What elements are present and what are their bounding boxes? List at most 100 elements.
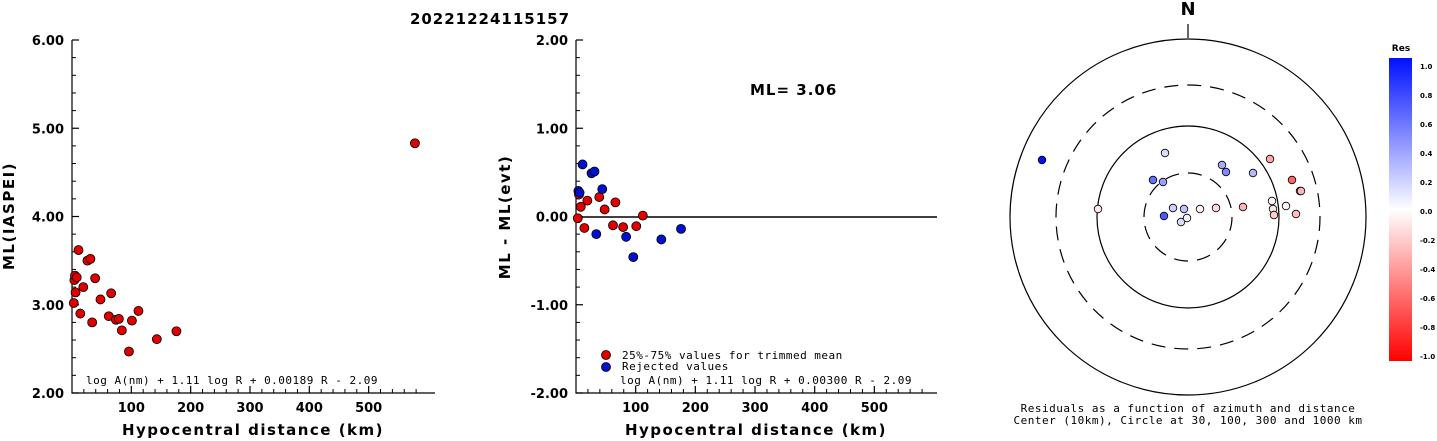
data-point [628, 252, 639, 262]
data-point [95, 294, 106, 305]
data-point [575, 201, 586, 212]
colorbar-tick-label: 0.4 [1420, 150, 1433, 158]
x-tick-label: 200 [682, 401, 709, 416]
data-point [621, 231, 632, 242]
colorbar-ticks: 1.0 0.8 0.6 0.4 0.2 0.0 -0.2 -0.4 -0.6 -0.8 -1.0 [1420, 63, 1435, 361]
axis-lines [71, 40, 435, 394]
data-point [73, 245, 84, 255]
y-tick-label: 5.00 [32, 122, 64, 137]
y-tick-label: 0.00 [536, 211, 568, 226]
caption-line-1: Residuals as a function of azimuth and d… [1021, 402, 1356, 415]
y-tick-label: -1.00 [531, 299, 568, 314]
y-tick-label: -2.00 [531, 387, 568, 402]
station-residual-point [1238, 202, 1248, 212]
data-point [579, 223, 590, 233]
data-point [577, 159, 588, 170]
x-tick-label: 500 [355, 401, 382, 416]
station-residual-point [1248, 168, 1258, 178]
station-residual-point [1269, 210, 1279, 220]
station-residual-point [1037, 155, 1047, 165]
x-tick-label: 400 [801, 401, 828, 416]
station-residual-point [1182, 213, 1192, 223]
station-residual-points [1037, 148, 1306, 227]
data-point [87, 317, 98, 328]
data-point [574, 187, 585, 198]
data-point [610, 197, 621, 208]
x-tick-label: 200 [177, 401, 204, 416]
data-point [85, 253, 96, 264]
data-point [106, 288, 117, 299]
data-point [171, 326, 182, 337]
colorbar-tick-label: 0.0 [1420, 208, 1433, 216]
colorbar-tick-label: 1.0 [1420, 63, 1433, 71]
y-tick-label: 3.00 [32, 299, 64, 314]
data-points [68, 138, 420, 357]
station-residual-point [1281, 201, 1291, 211]
x-ticks: 100 200 300 400 500 [83, 386, 417, 416]
data-point [410, 138, 420, 149]
colorbar-tick-label: -0.8 [1420, 324, 1435, 332]
station-residual-point [1176, 217, 1186, 227]
station-residual-point [1217, 160, 1227, 170]
colorbar-tick-label: -0.6 [1420, 295, 1435, 303]
panel-ml-iaspei: 2.00 3.00 4.00 5.00 6.00 100 200 300 400 500 ML(… [0, 34, 435, 439]
panel-residual-map: N Residuals as a function of azimuth and… [1009, 0, 1367, 427]
station-residual-point [1093, 204, 1103, 214]
station-residual-point [1221, 167, 1231, 177]
data-point [608, 220, 618, 231]
station-residual-point [1195, 204, 1205, 214]
x-ticks: 100 200 300 400 500 [587, 386, 923, 416]
colorbar-title: Res [1392, 44, 1410, 54]
data-point [582, 195, 593, 206]
y-tick-label: 2.00 [32, 387, 64, 402]
station-residual-point [1158, 177, 1168, 187]
ring-100km [1096, 125, 1280, 309]
colorbar-tick-label: 0.2 [1420, 179, 1433, 187]
station-residual-point [1160, 148, 1170, 158]
station-residual-point [1265, 154, 1275, 164]
data-point [116, 325, 127, 336]
x-tick-label: 300 [236, 401, 263, 416]
y-tick-label: 1.00 [536, 122, 568, 137]
station-residual-point [1267, 196, 1277, 206]
station-residual-point [1291, 209, 1301, 219]
y-ticks: -2.00 -1.00 0.00 1.00 2.00 [531, 34, 583, 402]
data-point [70, 287, 81, 298]
colorbar-tick-label: -0.4 [1420, 266, 1435, 274]
data-point [78, 282, 89, 293]
y-axis-label: ML - ML(evt) [496, 155, 514, 279]
x-tick-label: 400 [296, 401, 323, 416]
data-point [151, 334, 162, 345]
x-axis-label: Hypocentral distance (km) [122, 421, 384, 439]
data-points [572, 159, 686, 262]
ring-300km [1055, 84, 1321, 350]
data-point [618, 222, 629, 232]
x-tick-label: 100 [622, 401, 649, 416]
data-point [589, 166, 600, 177]
data-point [572, 213, 583, 224]
data-point [127, 315, 137, 326]
data-point [75, 308, 86, 319]
ring-1000km [1009, 38, 1367, 396]
y-ticks: 2.00 3.00 4.00 5.00 6.00 [32, 34, 79, 402]
legend-label-rejected: Rejected values [622, 360, 729, 373]
data-point [71, 272, 82, 283]
legend-label-trimmed: 25%-75% values for trimmed mean [622, 349, 843, 362]
caption-line-2: Center (10km), Circle at 30, 100, 300 an… [1013, 414, 1362, 427]
y-tick-label: 2.00 [536, 34, 568, 49]
ring-30km [1143, 172, 1233, 262]
data-point [631, 221, 642, 232]
station-residual-point [1211, 203, 1221, 213]
panel-ml-residual: -2.00 -1.00 0.00 1.00 2.00 100 200 300 400 500 M… [496, 34, 937, 439]
legend-marker-rejected [601, 362, 611, 372]
colorbar-ramp [1389, 58, 1412, 361]
chart-title: 20221224115157 [410, 10, 570, 28]
data-point [637, 210, 648, 221]
colorbar-tick-label: -0.2 [1420, 237, 1435, 245]
north-label: N [1180, 0, 1195, 20]
x-tick-label: 500 [861, 401, 888, 416]
station-residual-point [1148, 175, 1158, 185]
x-tick-label: 300 [741, 401, 768, 416]
data-point [133, 306, 144, 316]
